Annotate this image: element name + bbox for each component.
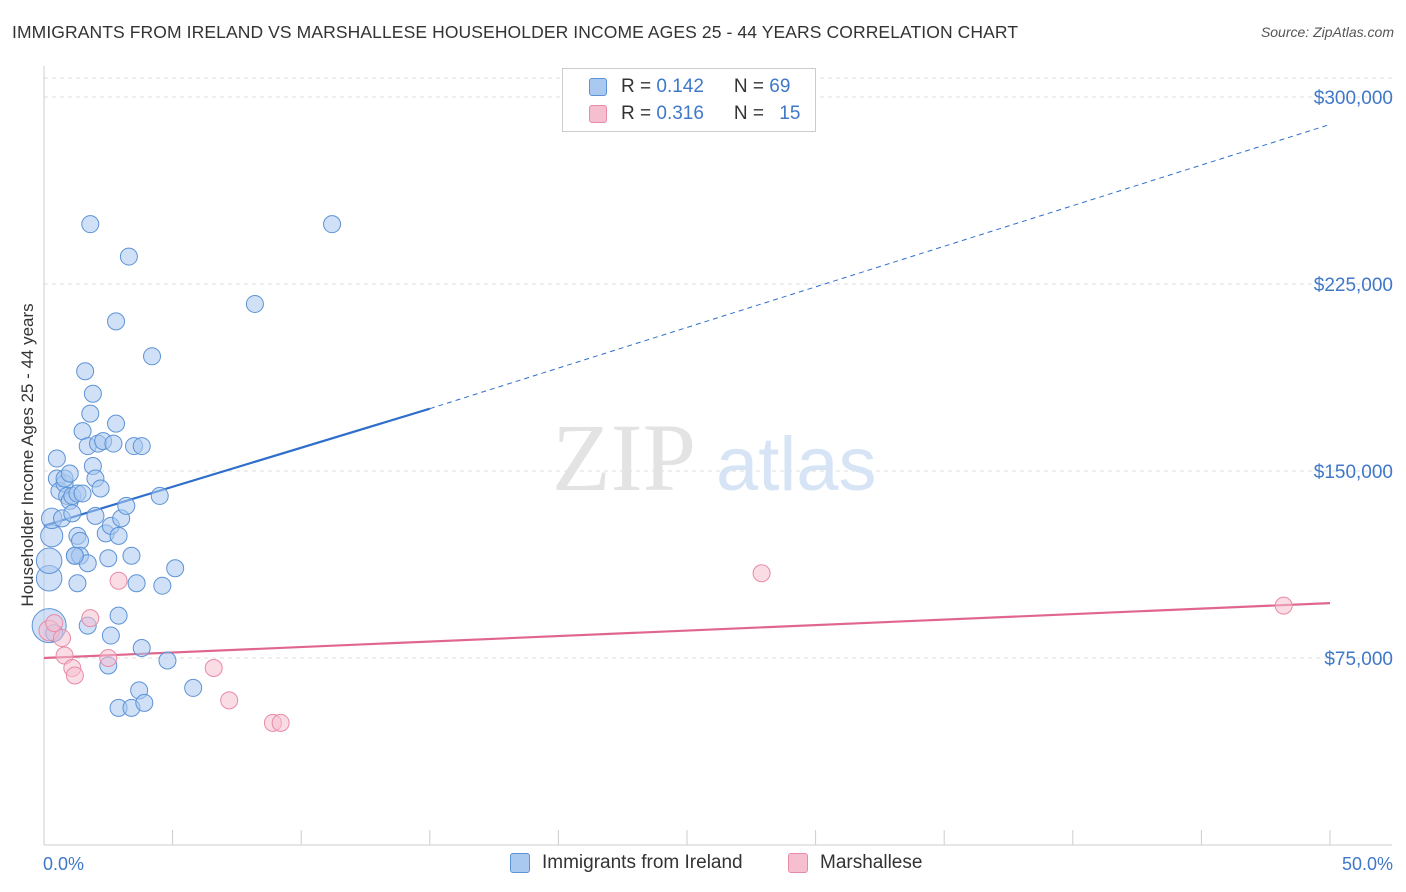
data-point-ireland <box>47 449 66 468</box>
data-point-ireland <box>83 384 102 403</box>
data-point-ireland <box>109 606 128 625</box>
data-point-ireland <box>71 531 90 550</box>
data-point-marshallese <box>65 666 84 685</box>
watermark: ZIP atlas <box>552 404 877 511</box>
x-tick-label-min: 0.0% <box>43 854 84 874</box>
grid-lines <box>44 77 1392 659</box>
data-point-ireland <box>63 504 82 523</box>
data-point-ireland <box>109 526 128 545</box>
data-point-ireland <box>76 362 95 381</box>
data-point-ireland <box>117 496 136 515</box>
data-point-ireland <box>158 651 177 670</box>
data-point-marshallese <box>109 571 128 590</box>
data-point-ireland <box>245 294 264 313</box>
axes <box>43 66 1392 846</box>
data-point-marshallese <box>271 713 290 732</box>
y-axis-label: Householder Income Ages 25 - 44 years <box>18 303 37 606</box>
data-point-ireland <box>60 464 79 483</box>
data-point-ireland <box>122 546 141 565</box>
y-tick-label: $150,000 <box>1314 462 1393 483</box>
trend-line-extension-ireland <box>429 123 1331 410</box>
series-label-ireland: Immigrants from Ireland <box>542 852 743 873</box>
data-point-ireland <box>81 404 100 423</box>
y-tick-labels: $75,000 $150,000 $225,000 $300,000 <box>1314 88 1393 670</box>
data-point-ireland <box>127 574 146 593</box>
data-point-ireland <box>132 437 151 456</box>
data-point-ireland <box>135 693 154 712</box>
legend-r-label: R = <box>621 103 657 124</box>
data-point-ireland <box>119 247 138 266</box>
data-point-ireland <box>35 547 63 575</box>
data-point-ireland <box>166 559 185 578</box>
data-point-ireland <box>86 506 105 525</box>
series-swatch-ireland <box>510 853 530 873</box>
correlation-legend: R = 0.142 N = 69 R = 0.316 N = 15 <box>562 68 816 132</box>
chart-title: IMMIGRANTS FROM IRELAND VS MARSHALLESE H… <box>12 22 1019 42</box>
legend-n-value: 15 <box>779 103 801 124</box>
series-legend-ireland: Immigrants from Ireland <box>510 852 743 874</box>
legend-n-label: N = <box>733 103 770 124</box>
data-point-marshallese <box>81 609 100 628</box>
x-tick-label-max: 50.0% <box>1342 854 1393 874</box>
legend-r-value: 0.142 <box>656 76 704 97</box>
data-point-ireland <box>91 479 110 498</box>
trend-lines <box>43 123 1331 660</box>
legend-r-value: 0.316 <box>656 103 704 124</box>
data-point-ireland <box>143 347 162 366</box>
legend-swatch-marshallese <box>589 105 607 123</box>
data-point-ireland <box>104 434 123 453</box>
legend-r-label: R = <box>621 76 657 97</box>
trend-line-marshallese <box>43 602 1331 660</box>
y-tick-label: $300,000 <box>1314 88 1393 109</box>
y-tick-label: $75,000 <box>1324 649 1393 670</box>
legend-n-value: 69 <box>769 76 791 97</box>
data-point-ireland <box>101 626 120 645</box>
data-point-ireland <box>73 422 92 441</box>
data-point-ireland <box>150 486 169 505</box>
series-legend-marshallese: Marshallese <box>788 852 922 874</box>
data-point-marshallese <box>204 658 223 677</box>
data-point-marshallese <box>1274 596 1293 615</box>
data-point-marshallese <box>220 691 239 710</box>
legend-row-marshallese: R = 0.316 N = 15 <box>589 101 800 127</box>
chart-source: Source: ZipAtlas.com <box>1260 24 1394 40</box>
data-point-marshallese <box>53 629 72 648</box>
data-point-ireland <box>99 549 118 568</box>
data-point-marshallese <box>752 564 771 583</box>
data-point-marshallese <box>99 649 118 667</box>
data-point-ireland <box>65 546 84 565</box>
legend-swatch-ireland <box>589 78 607 96</box>
data-point-ireland <box>153 576 172 595</box>
data-point-ireland <box>107 312 126 331</box>
data-point-ireland <box>323 215 342 234</box>
series-swatch-marshallese <box>788 853 808 873</box>
data-point-ireland <box>132 639 151 658</box>
data-point-ireland <box>107 414 126 433</box>
trend-line-ireland <box>43 407 431 527</box>
watermark-zip: ZIP <box>552 404 696 511</box>
series-legend: Immigrants from Ireland Marshallese <box>0 852 1406 878</box>
data-point-marshallese <box>45 614 64 633</box>
data-point-ireland <box>68 574 87 593</box>
watermark-atlas: atlas <box>716 422 877 507</box>
series-label-marshallese: Marshallese <box>820 852 923 873</box>
y-tick-label: $225,000 <box>1314 275 1393 296</box>
data-points <box>31 215 1293 732</box>
legend-row-ireland: R = 0.142 N = 69 <box>589 74 790 100</box>
data-point-ireland <box>184 678 203 697</box>
data-point-ireland <box>81 215 100 234</box>
legend-n-label: N = <box>733 76 770 97</box>
data-point-ireland <box>73 484 92 503</box>
